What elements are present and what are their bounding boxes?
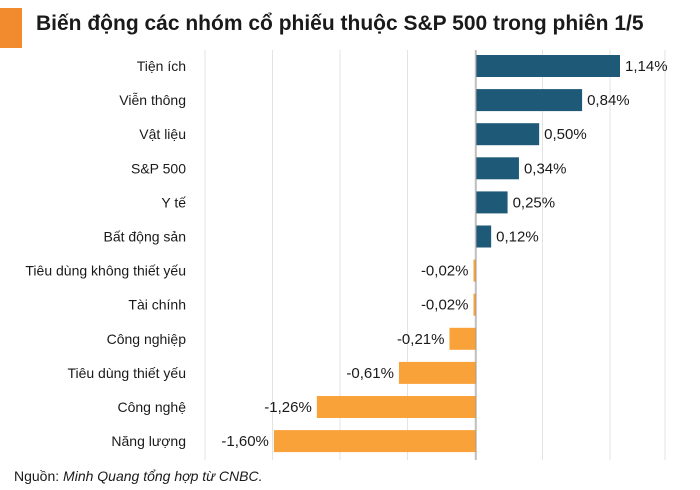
category-label: Năng lượng — [111, 433, 186, 449]
category-label: Công nghiệp — [107, 331, 187, 347]
bar — [476, 157, 519, 180]
value-label: -0,61% — [346, 365, 394, 382]
value-label: -0,02% — [421, 263, 469, 280]
bar — [476, 225, 492, 248]
category-label: Y tế — [161, 194, 186, 210]
category-label: Tiêu dùng thiết yếu — [67, 365, 186, 381]
value-label: 0,84% — [587, 92, 630, 109]
chart-title: Biến động các nhóm cổ phiếu thuộc S&P 50… — [36, 12, 644, 35]
value-label: 1,14% — [625, 58, 668, 75]
value-label: -0,02% — [421, 297, 469, 314]
category-label: S&P 500 — [131, 160, 186, 176]
bar — [398, 361, 476, 384]
source-label: Nguồn: — [14, 468, 60, 484]
source-note: Nguồn: Minh Quang tổng hợp từ CNBC. — [14, 468, 262, 484]
title-accent-bar — [0, 8, 22, 48]
category-label: Vật liệu — [139, 126, 186, 142]
category-label: Bất động sản — [103, 229, 186, 245]
bar — [476, 123, 540, 146]
category-label: Tiện ích — [137, 58, 186, 74]
value-label: 0,50% — [544, 126, 587, 143]
category-label: Viễn thông — [119, 92, 186, 108]
category-label: Tài chính — [128, 297, 186, 313]
value-label: -0,21% — [397, 331, 445, 348]
value-label: -1,26% — [264, 399, 312, 416]
value-label: 0,25% — [513, 194, 556, 211]
bar — [473, 293, 476, 316]
category-label: Công nghệ — [117, 399, 186, 415]
source-text: Minh Quang tổng hợp từ CNBC. — [63, 468, 263, 484]
bar — [476, 89, 583, 112]
bar — [476, 55, 620, 77]
bar — [476, 191, 508, 214]
bar — [449, 327, 476, 350]
bar — [273, 430, 476, 453]
bar — [473, 259, 476, 282]
value-label: 0,12% — [496, 229, 539, 246]
bar — [316, 396, 476, 418]
value-label: 0,34% — [524, 160, 567, 177]
value-label: -1,60% — [221, 433, 269, 450]
category-label: Tiêu dùng không thiết yếu — [25, 263, 186, 279]
